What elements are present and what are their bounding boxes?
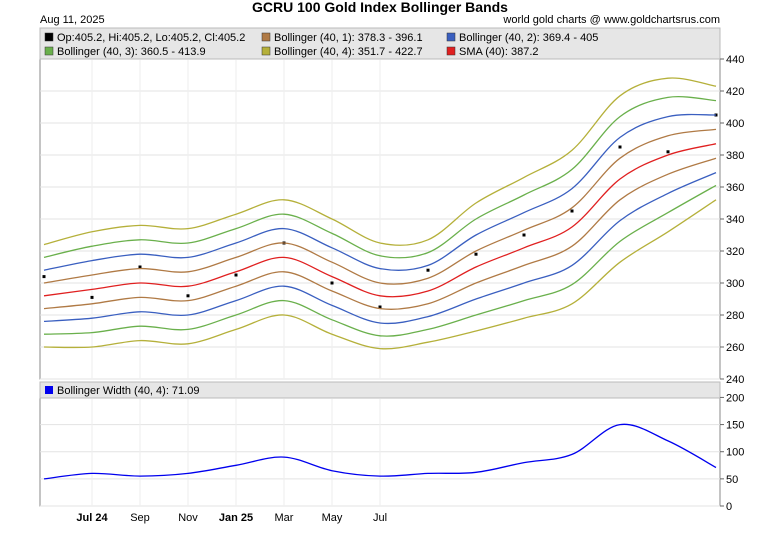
price-point (42, 275, 46, 279)
chart-title: GCRU 100 Gold Index Bollinger Bands (252, 0, 508, 15)
price-point (522, 233, 526, 237)
x-tick-label: May (322, 512, 343, 524)
x-tick-label: Mar (275, 512, 294, 524)
series-line-8 (43, 77, 717, 246)
main-y-tick-label: 360 (726, 182, 744, 194)
main-y-tick-label: 320 (726, 246, 744, 258)
legend-label: Bollinger (40, 3): 360.5 - 413.9 (57, 46, 206, 58)
width-series-line (43, 423, 717, 480)
x-axis: Jul 24 Sep Nov Jan 25 Mar May Jul (76, 512, 387, 524)
legend-label: SMA (40): 387.2 (459, 46, 539, 58)
lower-series (43, 423, 717, 480)
lower-legend-label: Bollinger Width (40, 4): 71.09 (57, 385, 199, 397)
legend-swatch (44, 32, 54, 42)
legend-swatch (446, 32, 456, 42)
series-line-1 (43, 143, 717, 298)
price-point (666, 150, 670, 154)
chart-credit: world gold charts @ www.goldchartsrus.co… (502, 14, 720, 26)
price-point (474, 252, 478, 256)
lower-y-tick-label: 0 (726, 501, 732, 513)
series-line-7 (43, 184, 717, 337)
main-legend-box (39, 27, 721, 60)
lower-legend-box (39, 381, 721, 399)
chart-date: Aug 11, 2025 (40, 14, 105, 26)
legend-swatch (261, 32, 271, 42)
price-point (378, 305, 382, 309)
series-line-3 (43, 157, 717, 310)
legend-label: Bollinger (40, 4): 351.7 - 422.7 (274, 46, 423, 58)
main-y-tick-label: 240 (726, 374, 744, 386)
price-point (426, 268, 430, 272)
lower-grid (40, 396, 720, 507)
lower-y-tick-label: 150 (726, 420, 744, 432)
series-line-4 (43, 113, 717, 271)
main-y-tick-label: 300 (726, 278, 744, 290)
y-axis-main: 240 260 280 300 320 340 360 380 400 420 440 (720, 54, 744, 386)
x-tick-label: Jul (373, 512, 387, 524)
price-point (186, 294, 190, 298)
main-y-tick-label: 340 (726, 214, 744, 226)
price-point (618, 145, 622, 149)
legend-swatch (44, 46, 54, 56)
lower-legend-swatch (45, 386, 53, 394)
price-point (90, 295, 94, 299)
main-legend: Op:405.2, Hi:405.2, Lo:405.2, Cl:405.2 Bo… (44, 32, 598, 58)
series-line-9 (43, 199, 717, 350)
main-y-tick-label: 400 (726, 118, 744, 130)
legend-swatch (446, 46, 456, 56)
lower-y-tick-label: 100 (726, 447, 744, 459)
x-tick-label: Jul 24 (76, 512, 108, 524)
series-line-2 (43, 128, 717, 285)
series-line-5 (43, 172, 717, 325)
legend-label: Bollinger (40, 1): 378.3 - 396.1 (274, 32, 423, 44)
price-point (138, 265, 142, 269)
price-point (234, 273, 238, 277)
lower-y-tick-label: 200 (726, 392, 744, 404)
y-axis-lower: 0 50 100 150 200 (720, 392, 744, 513)
main-y-tick-label: 260 (726, 342, 744, 354)
price-point (330, 281, 334, 285)
main-y-tick-label: 440 (726, 54, 744, 66)
legend-label: Bollinger (40, 2): 369.4 - 405 (459, 32, 598, 44)
price-point (570, 209, 574, 213)
main-grid (40, 58, 720, 380)
lower-y-tick-label: 50 (726, 474, 738, 486)
x-tick-label: Sep (130, 512, 150, 524)
main-y-tick-label: 280 (726, 310, 744, 322)
series-line-6 (43, 96, 717, 259)
main-y-tick-label: 380 (726, 150, 744, 162)
main-y-tick-label: 420 (726, 86, 744, 98)
x-tick-label: Jan 25 (219, 512, 253, 524)
legend-swatch (261, 46, 271, 56)
legend-label: Op:405.2, Hi:405.2, Lo:405.2, Cl:405.2 (57, 32, 245, 44)
x-tick-label: Nov (178, 512, 198, 524)
main-series (42, 77, 718, 350)
